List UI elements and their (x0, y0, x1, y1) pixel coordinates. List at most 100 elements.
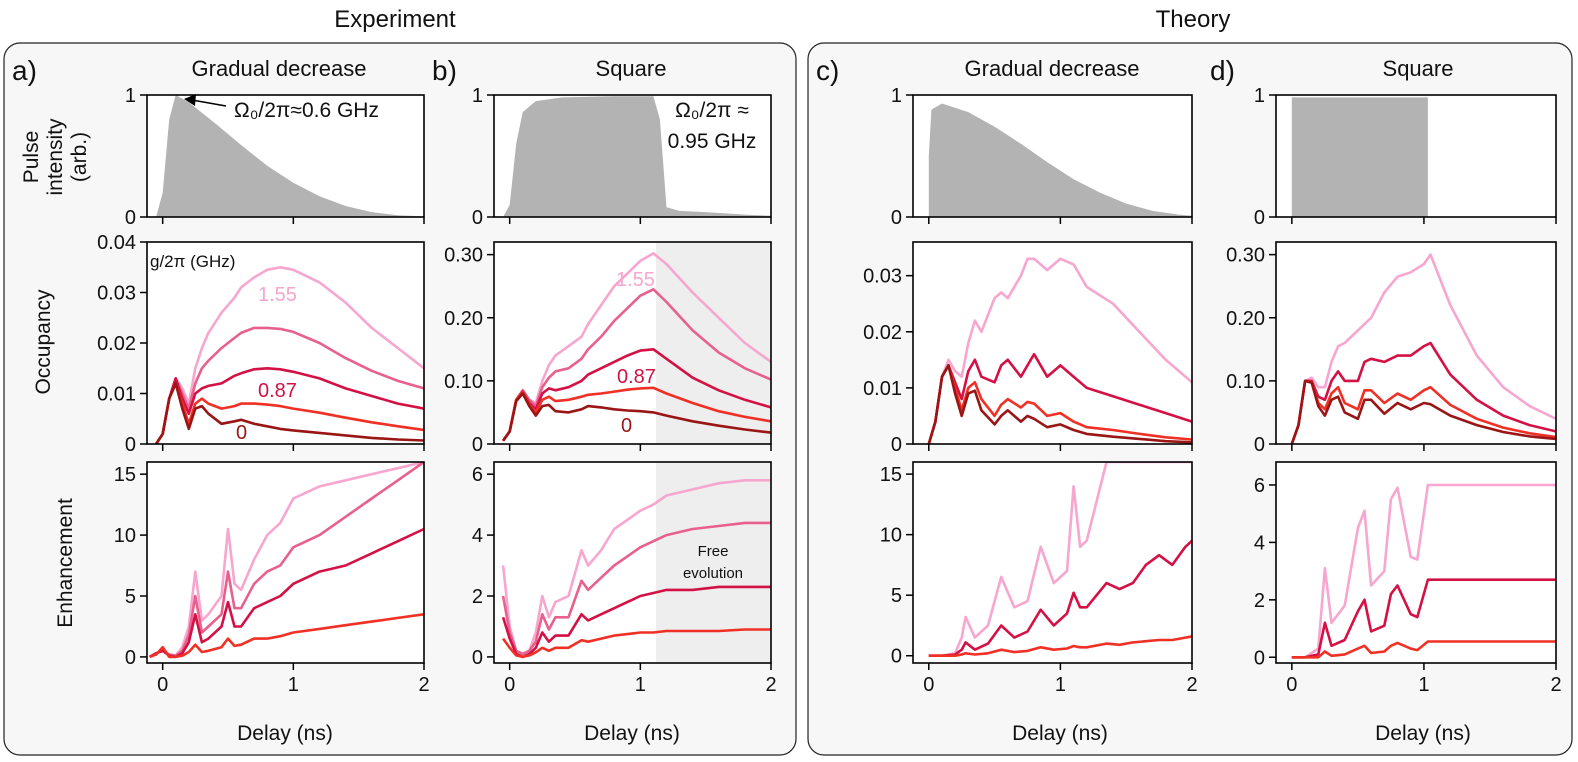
series-line-0-87 (155, 367, 424, 444)
series-line-0-50 (502, 628, 771, 659)
series-line-0-50 (1291, 640, 1556, 659)
x-tick-label: 1 (288, 674, 299, 696)
panel-c-title: Gradual decrease (965, 56, 1140, 81)
y-tick-label: 0 (472, 434, 483, 456)
y-tick-label: 0 (125, 207, 136, 229)
x-tick-label: 2 (765, 674, 776, 696)
y-tick-label: 0 (1254, 434, 1265, 456)
omega-b-annotation-line2: 0.95 GHz (668, 130, 757, 153)
y-tick-label: 0.10 (444, 371, 483, 393)
series-line-0 (1290, 379, 1556, 444)
y-tick-label: 0.30 (444, 245, 483, 267)
series-line-0 (155, 382, 424, 444)
y-tick-label: 0.02 (863, 322, 902, 344)
y-tick-label: 0.20 (444, 308, 483, 330)
plot-background (1276, 242, 1556, 444)
x-tick-label: 0 (157, 674, 168, 696)
omega-b-annotation-line1: Ω₀/2π ≈ (675, 99, 749, 122)
y-tick-label: 1 (125, 85, 136, 107)
free-evolution-shade (656, 462, 771, 663)
panel-d-title: Square (1383, 56, 1454, 81)
y-tick-label: 0.10 (1226, 371, 1265, 393)
axes-frame (912, 461, 1193, 664)
x-tick-label: 1 (635, 674, 646, 696)
omega-a-annotation: Ω₀/2π≈0.6 GHz (234, 99, 379, 122)
y-tick-label: 1 (1254, 85, 1265, 107)
axes-frame (912, 94, 1193, 218)
annotations: Ω₀/2π≈0.6 GHz Ω₀/2π ≈ 0.95 GHz g/2π (GHz… (150, 94, 756, 582)
axes-a-pulse: 01 (125, 85, 425, 229)
label-0-87-b: 0.87 (617, 366, 656, 388)
y-tick-label: 5 (891, 585, 902, 607)
axes-c-occupancy: 0 0.01 0.02 0.03 (863, 241, 1193, 456)
pulse-ylabel-line3: (arb.) (68, 132, 91, 182)
y-tick-label: 0.04 (97, 232, 136, 254)
x-tick-label: 0 (504, 674, 515, 696)
omega-arrow-head (184, 94, 196, 106)
panel-a-title: Gradual decrease (192, 56, 367, 81)
y-tick-label: 0 (472, 647, 483, 669)
x-tick-label: 2 (418, 674, 429, 696)
y-tick-label: 15 (114, 464, 136, 486)
axes-frame (493, 94, 772, 218)
plot-layer: 0101010100.010.020.030.0400.100.200.3000… (97, 85, 1562, 696)
axes-d-occupancy: 0 0.10 0.20 0.30 (1226, 241, 1557, 456)
y-tick-label: 4 (472, 525, 483, 547)
axes-b-pulse: 01 (472, 85, 772, 229)
x-tick-label: 1 (1418, 674, 1429, 696)
series-line-0-87 (928, 539, 1192, 657)
y-tick-label: 10 (880, 525, 902, 547)
x-tick-label: 2 (1550, 674, 1561, 696)
xlabel-d: Delay (ns) (1375, 722, 1471, 745)
x-tick-label: 1 (1055, 674, 1066, 696)
label-0-b: 0 (621, 415, 632, 437)
y-tick-label: 0 (891, 207, 902, 229)
y-tick-label: 0 (891, 434, 902, 456)
y-tick-label: 2 (472, 586, 483, 608)
y-tick-label: 0 (1254, 647, 1265, 669)
y-tick-label: 6 (1254, 475, 1265, 497)
y-tick-label: 6 (472, 464, 483, 486)
axes-d-enhancement: 0 2 4 6 0 1 2 (1254, 461, 1562, 696)
label-1-55-b: 1.55 (616, 269, 655, 291)
series-line-0 (502, 392, 771, 442)
series-line-1-55 (927, 257, 1192, 444)
xlabel-c: Delay (ns) (1012, 722, 1108, 745)
y-tick-label: 0.02 (97, 333, 136, 355)
axes-c-pulse: 01 (891, 85, 1193, 229)
series-line-1-55 (928, 462, 1192, 657)
label-0-a: 0 (236, 422, 247, 444)
y-tick-label: 0.03 (97, 283, 136, 305)
y-tick-label: 0.30 (1226, 245, 1265, 267)
axes-a-occupancy: 0 0.01 0.02 0.03 0.04 (97, 232, 425, 456)
pulse-area-b (503, 96, 771, 217)
y-tick-label: 0 (1254, 207, 1265, 229)
axes-b-occupancy: 0 0.10 0.20 0.30 (444, 241, 772, 456)
occupancy-ylabel: Occupancy (32, 289, 55, 395)
enhancement-ylabel: Enhancement (54, 498, 77, 628)
y-tick-label: 0 (125, 647, 136, 669)
series-line-0 (927, 364, 1192, 444)
y-tick-label: 1 (891, 85, 902, 107)
y-tick-label: 5 (125, 586, 136, 608)
y-tick-label: 2 (1254, 590, 1265, 612)
axes-c-enhancement: 0 5 10 15 0 1 2 (880, 461, 1198, 696)
free-evolution-line1: Free (698, 543, 729, 560)
series-line-1-55 (1290, 253, 1556, 444)
axes-frame (1275, 461, 1557, 664)
series-line-1-20 (501, 521, 771, 656)
plot-background (913, 462, 1192, 663)
y-tick-label: 0 (125, 434, 136, 456)
axes-frame (912, 241, 1193, 445)
panel-d-letter: d) (1210, 55, 1235, 86)
g-legend-title: g/2π (GHz) (150, 252, 235, 271)
xlabel-a: Delay (ns) (237, 722, 333, 745)
omega-arrow-line (191, 99, 227, 107)
axes-frame (493, 241, 772, 445)
y-tick-label: 1 (472, 85, 483, 107)
axes-d-pulse: 01 (1254, 85, 1557, 229)
axes-frame (1275, 94, 1557, 218)
y-tick-label: 15 (880, 464, 902, 486)
pulse-ylabel-line1: Pulse (20, 131, 43, 184)
axes-frame (493, 461, 772, 664)
